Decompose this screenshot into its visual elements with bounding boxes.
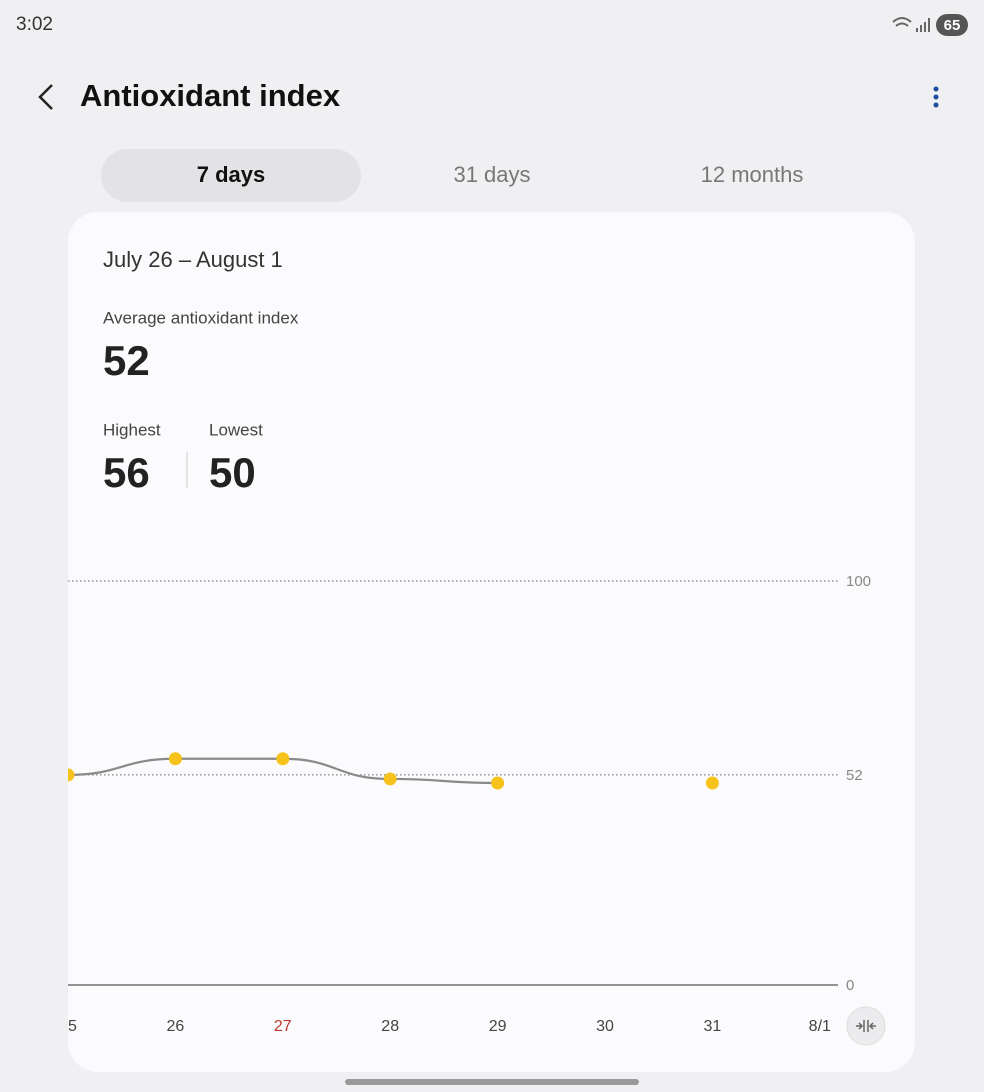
y-tick-label: 52	[846, 767, 863, 784]
point	[705, 776, 719, 790]
x-tick-label: 25	[59, 1018, 77, 1035]
average-label: Average antioxidant index	[103, 308, 299, 327]
chart: 25 26 27 28 29 30 31 8/1	[59, 580, 838, 1035]
x-tick-label: 26	[167, 1018, 185, 1035]
lowest-value: 50	[209, 449, 256, 496]
tab[interactable]: 12 months	[701, 162, 804, 187]
highest-value: 56	[103, 449, 150, 496]
x-tick-label: 28	[381, 1018, 399, 1035]
x-tick-label: 30	[596, 1018, 614, 1035]
x-tick-label: 31	[704, 1018, 722, 1035]
card	[68, 212, 915, 1072]
x-tick-label: 27	[274, 1018, 292, 1035]
battery-level: 65	[944, 17, 961, 34]
tab[interactable]: 7 days	[197, 162, 266, 187]
x-tick-label: 8/1	[809, 1018, 831, 1035]
selected-tab-bg	[101, 149, 361, 202]
average-value: 52	[103, 337, 150, 384]
point	[276, 752, 290, 766]
lowest-label: Lowest	[209, 420, 263, 439]
tab[interactable]: 31 days	[453, 162, 530, 187]
collapse-icon	[856, 1020, 876, 1032]
x-tick-label: 29	[489, 1018, 507, 1035]
collapse-button[interactable]	[846, 1006, 886, 1046]
highest-label: Highest	[103, 420, 161, 439]
point	[68, 768, 75, 782]
point	[383, 772, 397, 786]
y-tick-label: 100	[846, 573, 871, 590]
status-time: 3:02	[16, 14, 53, 35]
point	[168, 752, 182, 766]
battery	[936, 14, 968, 36]
status-icons	[892, 17, 930, 32]
more-options[interactable]	[933, 86, 939, 108]
y-tick-label: 0	[846, 977, 854, 994]
point	[491, 776, 505, 790]
page-title: Antioxidant index	[80, 78, 341, 113]
home-indicator	[345, 1079, 639, 1085]
back-button[interactable]	[38, 84, 53, 110]
date-range: July 26 – August 1	[103, 247, 283, 272]
